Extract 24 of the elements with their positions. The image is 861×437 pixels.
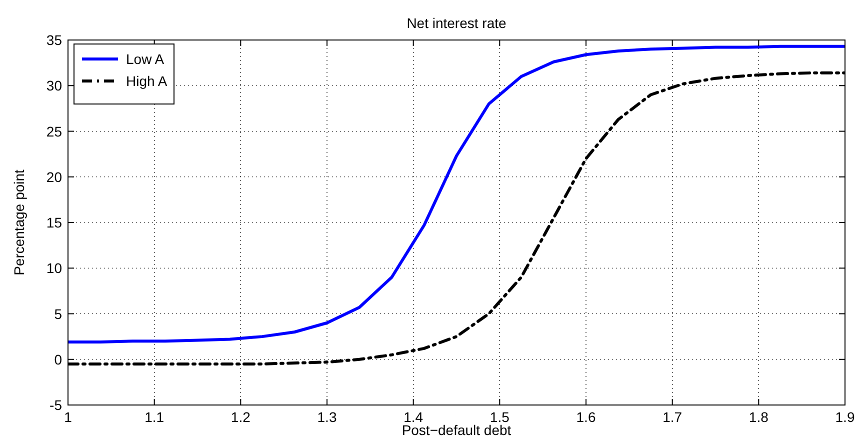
y-tick-label: 25: [46, 123, 62, 140]
y-tick-label: -5: [50, 397, 62, 413]
legend-label: High A: [126, 73, 168, 89]
x-tick-label: 1.9: [835, 409, 855, 425]
y-tick-label: 35: [46, 32, 62, 48]
y-axis-title: Percentage point: [11, 169, 27, 276]
x-tick-label: 1.7: [662, 409, 682, 425]
y-tick-label: 20: [46, 168, 62, 185]
chart-title: Net interest rate: [406, 15, 507, 31]
y-tick-label: 15: [46, 214, 62, 230]
y-tick-label: 0: [54, 351, 62, 368]
legend-label: Low A: [126, 51, 165, 67]
x-tick-label: 1.2: [230, 409, 251, 425]
x-tick-label: 1.4: [404, 409, 424, 425]
x-tick-label: 1: [64, 409, 72, 425]
x-tick-label: 1.1: [144, 409, 164, 425]
x-tick-label: 1.6: [576, 409, 596, 425]
x-tick-label: 1.3: [317, 409, 337, 425]
x-axis-title: Post−default debt: [402, 422, 512, 437]
y-tick-label: 5: [54, 306, 62, 322]
y-tick-label: 10: [46, 260, 62, 276]
y-tick-label: 30: [46, 78, 62, 94]
x-tick-label: 1.8: [748, 409, 769, 425]
x-tick-label: 1.5: [490, 409, 510, 425]
